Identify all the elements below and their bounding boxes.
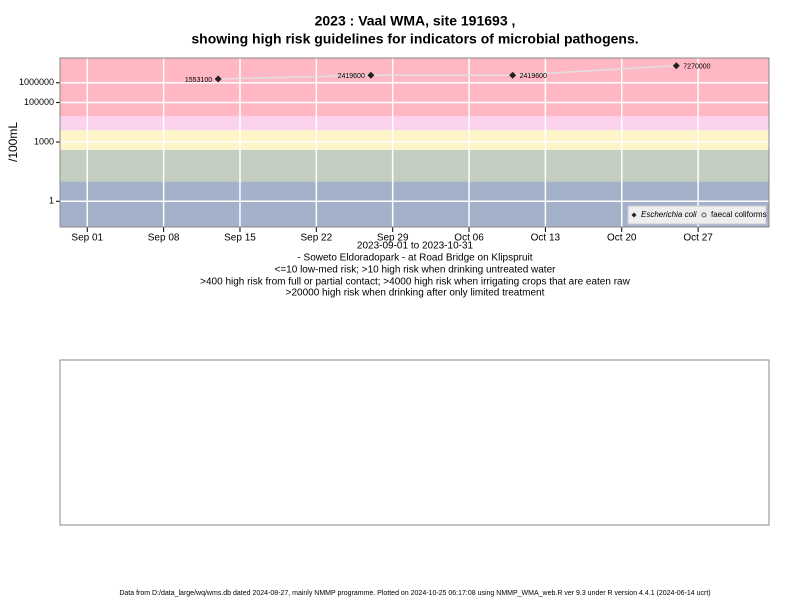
empty-panel: [59, 359, 770, 526]
x-tick-label: Sep 22: [300, 233, 332, 244]
x-tick-label: Sep 08: [148, 233, 180, 244]
y-axis-label: /100mL: [6, 122, 20, 162]
data-point: [367, 71, 375, 79]
note: - Soweto Eldoradopark - at Road Bridge o…: [297, 253, 532, 264]
x-tick-label: Oct 06: [454, 233, 484, 244]
x-tick-label: Sep 15: [224, 233, 256, 244]
plot-frame: [59, 57, 770, 228]
note: >400 high risk from full or partial cont…: [200, 277, 630, 288]
data-label: 1553100: [185, 77, 212, 84]
x-tick-label: Oct 27: [683, 233, 713, 244]
x-tick-label: Oct 13: [531, 233, 561, 244]
y-tick-label: 1000: [34, 136, 54, 146]
data-label: 2419600: [338, 73, 365, 80]
x-tick-label: Sep 29: [377, 233, 409, 244]
data-point: [214, 75, 222, 83]
footer: Data from D:/data_large/wq/wms.db dated …: [119, 590, 710, 597]
risk-band: [60, 116, 769, 131]
risk-band: [60, 149, 769, 182]
x-tick-label: Oct 20: [607, 233, 637, 244]
data-label: 2419600: [520, 73, 547, 80]
legend-label: Escherichia coli: [641, 210, 697, 219]
note: <=10 low-med risk; >10 high risk when dr…: [275, 265, 557, 276]
x-tick-label: Sep 01: [71, 233, 103, 244]
series-line: [218, 65, 677, 80]
data-point: [509, 71, 517, 79]
chart-title: 2023 : Vaal WMA, site 191693 ,: [315, 13, 516, 29]
data-label: 7270000: [683, 64, 710, 71]
x-axis-label: 2023-09-01 to 2023-10-31: [357, 241, 474, 252]
legend-marker: [701, 212, 707, 218]
y-tick-label: 100000: [24, 97, 54, 107]
data-point: [672, 62, 680, 70]
legend-label: faecal coliforms: [711, 210, 767, 219]
y-tick-label: 1000000: [19, 77, 54, 87]
legend-box: [627, 205, 767, 225]
y-tick-label: 1: [49, 196, 54, 206]
risk-band: [60, 130, 769, 150]
legend-marker: [631, 212, 637, 218]
note: >20000 high risk when drinking after onl…: [286, 288, 545, 299]
chart-subtitle: showing high risk guidelines for indicat…: [191, 31, 638, 47]
